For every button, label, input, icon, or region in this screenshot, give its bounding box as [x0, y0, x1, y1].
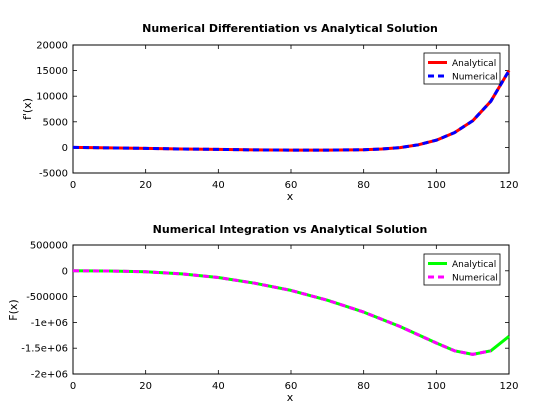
y-tick-label: -2e+06: [31, 370, 68, 381]
x-tick-label: 100: [427, 180, 446, 191]
chart-1-y-axis-label: f'(x): [21, 98, 34, 120]
chart-2-legend-box: [423, 253, 501, 286]
x-tick-label: 80: [357, 381, 370, 392]
chart-2-legend-label-numerical: Numerical: [452, 274, 498, 284]
x-tick-label: 40: [212, 180, 225, 191]
x-tick-label: 0: [70, 381, 76, 392]
x-tick-label: 20: [139, 180, 152, 191]
chart-1: Numerical Differentiation vs Analytical …: [21, 22, 519, 203]
chart-1-x-ticks: 0 20 40 60 80 100 120: [70, 45, 519, 191]
y-tick-label: 0: [62, 143, 68, 154]
y-tick-label: 0: [62, 266, 68, 277]
chart-1-title: Numerical Differentiation vs Analytical …: [142, 22, 438, 35]
chart-2-title: Numerical Integration vs Analytical Solu…: [153, 223, 428, 236]
chart-2-y-axis-label: F(x): [7, 299, 20, 320]
y-tick-label: 15000: [36, 66, 68, 77]
x-tick-label: 40: [212, 381, 225, 392]
chart-1-legend-box: [423, 52, 501, 85]
y-tick-label: 20000: [36, 41, 68, 52]
x-tick-label: 20: [139, 381, 152, 392]
chart-1-legend: Analytical Numerical: [423, 52, 501, 85]
x-tick-label: 0: [70, 180, 76, 191]
y-tick-label: -1.5e+06: [21, 344, 68, 355]
x-tick-label: 80: [357, 180, 370, 191]
x-tick-label: 120: [499, 381, 518, 392]
x-tick-label: 120: [499, 180, 518, 191]
chart-1-series: [72, 69, 511, 152]
x-tick-label: 60: [285, 381, 298, 392]
chart-2-x-axis-label: x: [287, 391, 294, 404]
chart-2-legend-label-analytical: Analytical: [452, 260, 496, 270]
chart-1-x-axis-label: x: [287, 190, 294, 203]
x-tick-label: 100: [427, 381, 446, 392]
x-tick-label: 60: [285, 180, 298, 191]
chart-1-legend-label-analytical: Analytical: [452, 59, 496, 69]
y-tick-label: 10000: [36, 92, 68, 103]
y-tick-label: 500000: [30, 241, 68, 252]
chart-2: Numerical Integration vs Analytical Solu…: [7, 223, 519, 404]
chart-2-legend: Analytical Numerical: [423, 253, 501, 286]
series-line-numerical: [72, 69, 511, 152]
series-line-numerical: [72, 269, 492, 356]
chart-2-x-ticks: 0 20 40 60 80 100 120: [70, 245, 519, 392]
y-tick-label: -5000: [39, 169, 68, 180]
chart-2-series: [72, 269, 510, 356]
y-tick-label: -500000: [26, 292, 68, 303]
chart-1-y-ticks: -5000 0 5000 10000 15000 20000: [36, 41, 509, 180]
chart-1-legend-label-numerical: Numerical: [452, 73, 498, 83]
y-tick-label: 5000: [43, 117, 68, 128]
y-tick-label: -1e+06: [31, 318, 68, 329]
